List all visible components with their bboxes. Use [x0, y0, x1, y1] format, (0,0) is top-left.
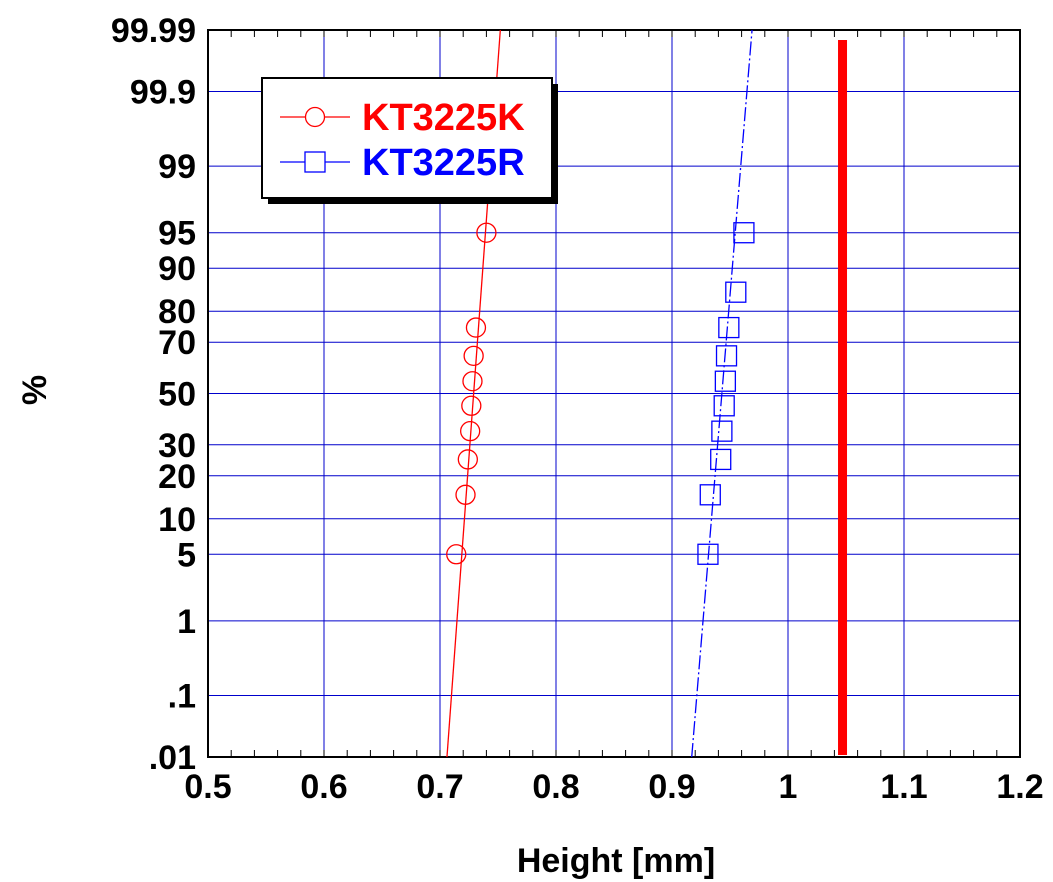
marker-KT3225R: [714, 370, 737, 392]
marker-KT3225R: [710, 448, 732, 471]
x-tick-label: 0.5: [184, 768, 231, 806]
x-tick-label: 0.9: [648, 768, 695, 806]
y-tick-label: .1: [168, 678, 196, 716]
x-tick-label: 0.6: [300, 768, 347, 806]
marker-KT3225K: [455, 484, 476, 505]
x-tick-label: 0.7: [416, 768, 463, 806]
marker-KT3225R: [711, 420, 733, 442]
y-tick-label: .01: [149, 739, 196, 777]
marker-KT3225R: [713, 395, 735, 417]
marker-KT3225K: [446, 544, 467, 565]
marker-KT3225K: [457, 449, 478, 470]
y-tick-label: 95: [158, 215, 196, 253]
marker-KT3225R: [699, 484, 721, 506]
legend-label-KT3225K: KT3225K: [362, 97, 525, 139]
y-tick-label: 50: [158, 376, 196, 414]
marker-KT3225R: [718, 316, 740, 339]
legend-marker-KT3225K: [304, 106, 326, 128]
legend-box: [261, 77, 553, 199]
y-tick-label: 99.99: [111, 12, 196, 50]
legend-label-KT3225R: KT3225R: [362, 142, 525, 184]
marker-KT3225R: [725, 281, 747, 303]
x-tick-label: 1.2: [996, 768, 1043, 806]
y-tick-label: 30: [158, 427, 196, 465]
marker-KT3225K: [462, 371, 483, 392]
y-axis-title: %: [16, 375, 54, 405]
marker-KT3225R: [715, 345, 738, 367]
marker-KT3225K: [460, 421, 481, 442]
fit-line-KT3225R: [691, 29, 753, 758]
marker-KT3225K: [463, 345, 484, 366]
y-tick-label: 10: [158, 501, 196, 539]
marker-KT3225K: [461, 395, 482, 416]
marker-KT3225K: [465, 317, 487, 338]
y-tick-label: 80: [158, 293, 196, 331]
y-tick-label: 99: [158, 148, 196, 186]
plot-frame: [207, 29, 1021, 758]
y-tick-label: 90: [158, 250, 196, 288]
legend-marker-KT3225R: [304, 151, 326, 173]
marker-KT3225K: [476, 222, 497, 243]
x-axis-title: Height [mm]: [517, 842, 715, 880]
y-tick-label: 5: [177, 536, 196, 574]
marker-KT3225R: [697, 543, 719, 565]
x-tick-labels: 0.5 0.6 0.7 0.8 0.9 1 1.1 1.2: [184, 768, 1043, 806]
y-tick-label: 20: [158, 458, 196, 496]
x-tick-label: 0.8: [532, 768, 579, 806]
marker-KT3225R: [733, 222, 755, 244]
data-markers: [446, 222, 755, 565]
y-tick-label: 70: [158, 324, 196, 362]
x-tick-label: 1: [779, 768, 798, 806]
y-tick-label: 1: [177, 603, 196, 641]
y-tick-label: 99.9: [130, 73, 196, 111]
x-tick-label: 1.1: [880, 768, 927, 806]
